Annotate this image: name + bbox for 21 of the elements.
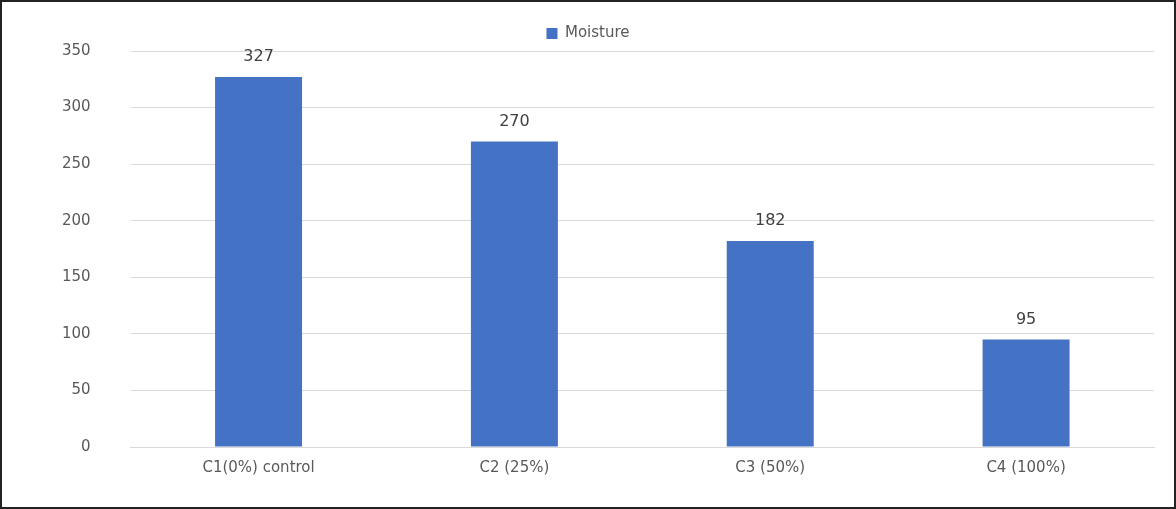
- data-label: 95: [1015, 308, 1037, 328]
- y-tick-label: 350: [61, 40, 91, 59]
- y-tick-label: 250: [61, 154, 91, 173]
- y-tick-label: 150: [61, 267, 91, 286]
- bar: [726, 241, 814, 447]
- bar: [982, 339, 1070, 447]
- x-tick-label: C2 (25%): [479, 457, 550, 476]
- data-label: 270: [499, 110, 530, 130]
- legend-label: Moisture: [564, 23, 630, 42]
- bar: [470, 141, 558, 447]
- bar: [215, 77, 303, 447]
- y-tick-label: 200: [61, 210, 91, 229]
- y-tick-label: 0: [81, 436, 91, 455]
- x-tick-label: C1(0%) control: [202, 457, 315, 476]
- x-tick-label: C4 (100%): [986, 457, 1066, 476]
- data-label: 327: [243, 46, 274, 66]
- y-tick-label: 100: [61, 323, 91, 342]
- x-tick-label: C3 (50%): [735, 457, 806, 476]
- y-tick-label: 300: [61, 97, 91, 116]
- y-tick-label: 50: [71, 380, 91, 399]
- data-label: 182: [754, 210, 786, 230]
